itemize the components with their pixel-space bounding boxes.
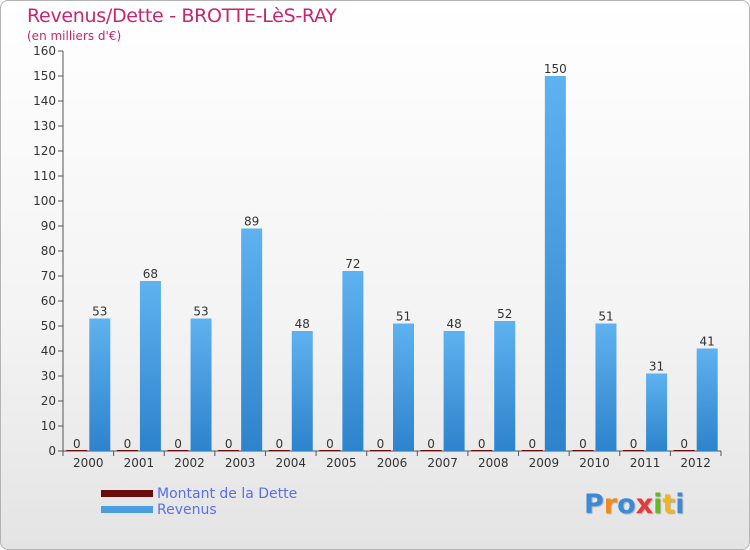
x-tick-label: 2002: [174, 456, 205, 470]
x-tick-label: 2006: [377, 456, 408, 470]
bar-revenus: [89, 318, 111, 451]
data-label-dette: 0: [478, 437, 486, 451]
data-label-revenus: 51: [396, 310, 411, 324]
y-tick-label: 50: [41, 319, 56, 333]
logo-letter: t: [662, 489, 676, 520]
data-label-dette: 0: [377, 437, 385, 451]
data-label-revenus: 72: [345, 257, 360, 271]
logo-letter: o: [617, 489, 636, 520]
data-label-dette: 0: [73, 437, 81, 451]
data-label-dette: 0: [174, 437, 182, 451]
y-tick-label: 140: [33, 94, 56, 108]
data-label-dette: 0: [680, 437, 688, 451]
x-tick-label: 2009: [529, 456, 560, 470]
logo-letter: x: [635, 489, 654, 520]
bar-revenus: [190, 318, 212, 451]
x-tick-label: 2010: [579, 456, 610, 470]
y-tick-label: 30: [41, 369, 56, 383]
bar-dette: [116, 450, 138, 451]
bar-dette: [471, 450, 493, 451]
chart-subtitle: (en milliers d'€): [27, 29, 122, 43]
data-label-dette: 0: [427, 437, 435, 451]
x-tick-label: 2008: [478, 456, 509, 470]
data-label-dette: 0: [630, 437, 638, 451]
y-tick-label: 10: [41, 419, 56, 433]
bar-dette: [420, 450, 442, 451]
bar-dette: [319, 450, 341, 451]
data-label-dette: 0: [225, 437, 233, 451]
legend-label-revenus: Revenus: [157, 502, 217, 518]
data-label-dette: 0: [124, 437, 132, 451]
bar-dette: [268, 450, 290, 451]
legend-label-dette: Montant de la Dette: [157, 486, 298, 502]
data-label-dette: 0: [326, 437, 334, 451]
bar-revenus: [342, 271, 364, 451]
data-label-dette: 0: [529, 437, 537, 451]
logo-letter: r: [603, 489, 618, 520]
data-label-revenus: 48: [295, 317, 310, 331]
bar-revenus: [393, 323, 414, 451]
bar-dette: [66, 450, 88, 451]
bar-revenus: [443, 331, 465, 451]
data-label-revenus: 31: [649, 360, 664, 374]
bar-revenus: [696, 348, 718, 451]
logo-letter: i: [653, 489, 663, 520]
bar-dette: [673, 450, 695, 451]
bar-revenus: [241, 228, 263, 451]
data-label-dette: 0: [579, 437, 587, 451]
bar-revenus: [646, 373, 668, 451]
x-tick-label: 2003: [225, 456, 256, 470]
data-label-dette: 0: [275, 437, 283, 451]
bar-revenus: [494, 321, 516, 451]
bar-revenus: [291, 331, 313, 451]
data-label-revenus: 68: [143, 267, 158, 281]
x-tick-label: 2012: [680, 456, 711, 470]
legend-swatch-revenus: [101, 506, 153, 513]
y-tick-label: 150: [33, 69, 56, 83]
y-tick-label: 60: [41, 294, 56, 308]
x-tick-label: 2004: [275, 456, 306, 470]
x-tick-label: 2001: [124, 456, 155, 470]
chart-title: Revenus/Dette - BROTTE-LèS-RAY: [27, 5, 337, 27]
y-tick-label: 120: [33, 144, 56, 158]
y-tick-label: 70: [41, 269, 56, 283]
data-label-revenus: 51: [598, 310, 613, 324]
y-tick-label: 90: [41, 219, 56, 233]
data-label-revenus: 52: [497, 307, 512, 321]
y-tick-label: 20: [41, 394, 56, 408]
logo-letter: i: [675, 489, 685, 520]
x-tick-label: 2007: [427, 456, 458, 470]
x-tick-label: 2005: [326, 456, 357, 470]
bar-dette: [167, 450, 189, 451]
x-tick-label: 2011: [630, 456, 661, 470]
y-tick-label: 130: [33, 119, 56, 133]
proxiti-logo: Proxiti: [584, 489, 685, 520]
y-tick-label: 110: [33, 169, 56, 183]
bar-dette: [521, 450, 543, 451]
data-label-revenus: 89: [244, 215, 259, 229]
data-label-revenus: 150: [544, 62, 567, 76]
y-tick-label: 80: [41, 244, 56, 258]
y-tick-label: 40: [41, 344, 56, 358]
bar-dette: [218, 450, 240, 451]
bar-dette: [623, 450, 645, 451]
bar-revenus: [595, 323, 617, 451]
y-tick-label: 160: [33, 44, 56, 58]
logo-letter: P: [584, 489, 604, 520]
bar-dette: [370, 450, 391, 451]
y-tick-label: 100: [33, 194, 56, 208]
x-tick-label: 2000: [73, 456, 104, 470]
bar-revenus: [544, 76, 566, 451]
bar-dette: [572, 450, 594, 451]
y-tick-label: 0: [48, 444, 56, 458]
legend-swatch-dette: [101, 490, 153, 497]
data-label-revenus: 48: [446, 317, 461, 331]
data-label-revenus: 53: [193, 305, 208, 319]
data-label-revenus: 53: [92, 305, 107, 319]
data-label-revenus: 41: [700, 335, 715, 349]
bar-revenus: [139, 281, 161, 451]
